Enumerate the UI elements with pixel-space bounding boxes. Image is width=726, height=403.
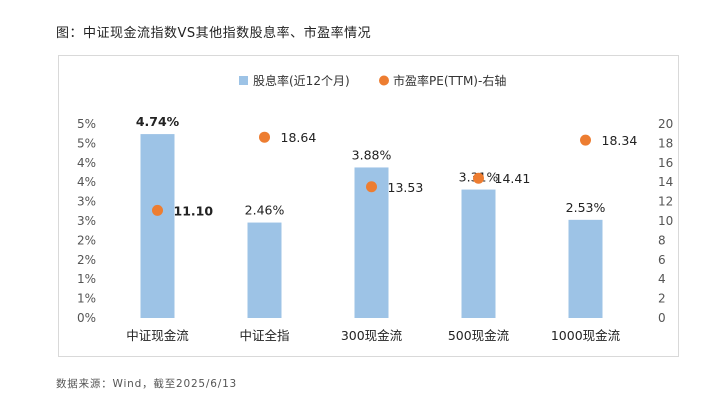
legend-swatch-dot: [379, 75, 389, 86]
left-tick-label: 3%: [77, 214, 96, 228]
left-tick-label: 1%: [77, 292, 96, 306]
x-tick-label: 1000现金流: [551, 328, 621, 343]
legend-item-2: 市盈率PE(TTM)-右轴: [379, 73, 506, 88]
legend-item-1: 股息率(近12个月): [239, 73, 350, 88]
bar-3: [354, 167, 389, 318]
pe-point-2: [259, 131, 270, 143]
bar-1: [140, 134, 175, 318]
pe-series: 11.10 18.64 13.53 14.41 18.34: [152, 130, 637, 218]
right-tick-label: 6: [658, 253, 666, 267]
left-tick-label: 5%: [77, 136, 96, 150]
pe-point-5: [580, 134, 591, 146]
x-tick-label: 中证现金流: [126, 328, 189, 343]
bar-5: [568, 219, 603, 318]
right-tick-label: 8: [658, 233, 666, 247]
pe-label: 18.34: [602, 133, 638, 148]
bar-label: 4.74%: [136, 114, 180, 129]
pe-label: 13.53: [388, 180, 424, 195]
right-tick-label: 10: [658, 214, 673, 228]
right-tick-label: 16: [658, 156, 673, 170]
left-tick-label: 2%: [77, 253, 96, 267]
x-tick-label: 500现金流: [448, 328, 510, 343]
right-tick-label: 14: [658, 175, 673, 189]
right-tick-label: 20: [658, 117, 673, 131]
pe-label: 11.10: [174, 203, 214, 218]
right-tick-label: 12: [658, 195, 673, 209]
right-tick-label: 18: [658, 136, 673, 150]
source-note: 数据来源：Wind，截至2025/6/13: [56, 378, 238, 390]
chart-svg: 股息率(近12个月) 市盈率PE(TTM)-右轴 0% 1% 1% 2% 2% 3% 3% 4%…: [77, 73, 673, 343]
left-tick-label: 0%: [77, 311, 96, 325]
chart-caption: 图：中证现金流指数VS其他指数股息率、市盈率情况: [56, 26, 372, 41]
pe-point-4: [473, 172, 484, 184]
pe-point-1: [152, 204, 163, 216]
bar-4: [461, 189, 496, 318]
x-axis-labels: 中证现金流 中证全指 300现金流 500现金流 1000现金流: [126, 328, 620, 343]
x-tick-label: 300现金流: [341, 328, 403, 343]
left-tick-label: 4%: [77, 156, 96, 170]
right-tick-label: 4: [658, 272, 666, 286]
chart-frame: 股息率(近12个月) 市盈率PE(TTM)-右轴 0% 1% 1% 2% 2% 3% 3% 4%…: [58, 55, 679, 357]
bar-label: 2.46%: [245, 203, 285, 218]
left-tick-label: 1%: [77, 272, 96, 286]
right-tick-label: 2: [658, 292, 666, 306]
bar-label: 2.53%: [566, 200, 606, 215]
left-tick-label: 3%: [77, 195, 96, 209]
bar-series: 4.74%2.46%3.88%3.31%2.53%: [136, 114, 606, 318]
left-axis: 0% 1% 1% 2% 2% 3% 3% 4% 4% 5% 5%: [77, 117, 96, 325]
legend-label: 市盈率PE(TTM)-右轴: [393, 73, 506, 88]
left-tick-label: 2%: [77, 233, 96, 247]
left-tick-label: 5%: [77, 117, 96, 131]
pe-label: 18.64: [281, 130, 317, 145]
bar-label: 3.88%: [352, 147, 392, 162]
legend-label: 股息率(近12个月): [253, 73, 350, 88]
pe-label: 14.41: [495, 171, 531, 186]
bar-2: [247, 222, 282, 318]
legend-swatch-bar: [239, 76, 248, 85]
x-tick-label: 中证全指: [239, 328, 289, 343]
right-axis: 0 2 4 6 8 10 12 14 16 18 20: [658, 117, 673, 325]
chart-legend: 股息率(近12个月) 市盈率PE(TTM)-右轴: [239, 73, 506, 88]
left-tick-label: 4%: [77, 175, 96, 189]
right-tick-label: 0: [658, 311, 666, 325]
pe-point-3: [366, 181, 377, 193]
